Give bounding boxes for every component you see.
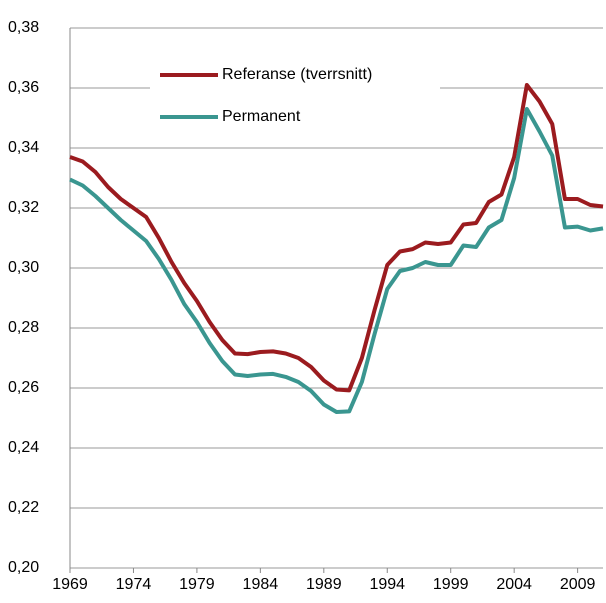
line	[69, 107, 604, 414]
y-tick-label: 0,20	[8, 559, 39, 576]
y-tick-label: 0,30	[8, 259, 39, 276]
x-tick-label: 1984	[243, 576, 279, 593]
x-tick-label: 1999	[433, 576, 469, 593]
x-tick-label: 1989	[306, 576, 342, 593]
x-tick-label: 1974	[116, 576, 152, 593]
x-tick-label: 2009	[560, 576, 596, 593]
legend-label: Referanse (tverrsnitt)	[222, 66, 372, 83]
y-tick-label: 0,24	[8, 439, 39, 456]
y-tick-label: 0,26	[8, 379, 39, 396]
x-tick-label: 2004	[496, 576, 532, 593]
y-tick-label: 0,38	[8, 19, 39, 36]
y-tick-label: 0,34	[8, 139, 39, 156]
y-tick-label: 0,22	[8, 499, 39, 516]
y-tick-label: 0,36	[8, 79, 39, 96]
x-tick-label: 1979	[179, 576, 215, 593]
x-tick-label: 1994	[369, 576, 405, 593]
legend-label: Permanent	[222, 108, 301, 125]
x-tick-label: 1969	[52, 576, 88, 593]
y-tick-label: 0,32	[8, 199, 39, 216]
y-tick-label: 0,28	[8, 319, 39, 336]
line	[69, 83, 604, 393]
legend-box	[150, 55, 440, 135]
